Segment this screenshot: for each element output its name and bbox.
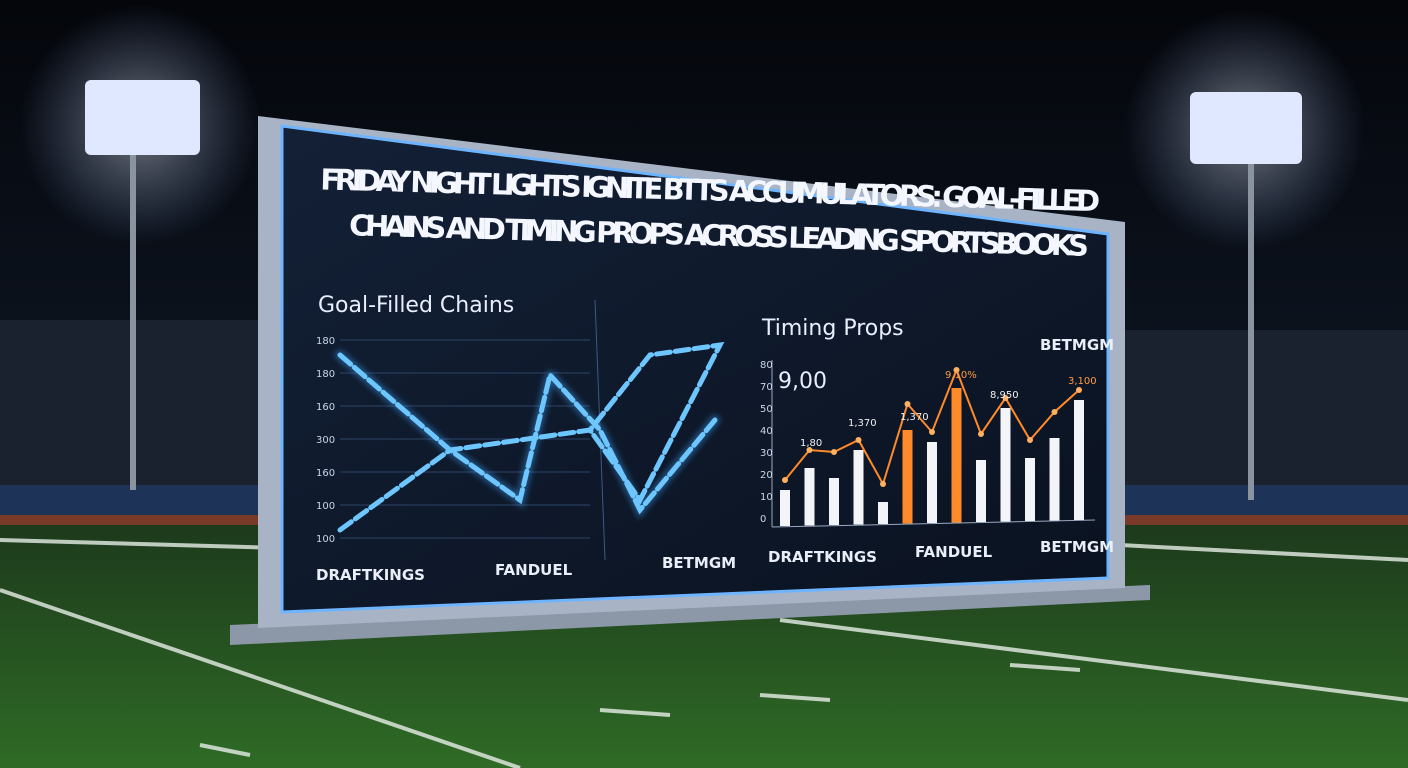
bar <box>1000 408 1011 522</box>
axis-label: 160 <box>316 402 335 413</box>
bar <box>1049 438 1060 521</box>
trend-point <box>880 481 886 487</box>
data-label: 8,950 <box>990 390 1019 401</box>
bar <box>1074 400 1084 520</box>
axis-label: 180 <box>316 369 335 380</box>
trend-point <box>953 367 960 373</box>
axis-label: 10 <box>760 492 773 503</box>
panel-title: Goal-Filled Chains <box>318 293 514 318</box>
data-label: 1,370 <box>900 412 929 423</box>
light-tower-left <box>20 5 260 490</box>
data-label: 1,80 <box>800 438 822 449</box>
axis-label: 100 <box>316 501 335 512</box>
bar <box>1025 458 1035 521</box>
axis-label: 180 <box>316 336 335 347</box>
bar <box>804 468 815 526</box>
trend-point <box>1051 409 1058 415</box>
trend-point <box>806 447 813 453</box>
axis-label: 100 <box>316 534 335 545</box>
axis-label: 40 <box>760 426 773 437</box>
brand: BETMGM <box>1040 336 1114 354</box>
bar <box>780 490 790 526</box>
bar <box>878 502 888 524</box>
data-label: 3,100 <box>1068 376 1097 387</box>
axis <box>771 519 1096 528</box>
data-label: 9,10% <box>945 370 977 381</box>
logo: FANDUEL <box>915 543 993 561</box>
logo: FANDUEL <box>495 561 573 579</box>
trend-point <box>978 431 984 437</box>
bar <box>976 460 986 522</box>
logo: DRAFTKINGS <box>316 566 425 584</box>
light-tower-right <box>1125 10 1365 500</box>
billboard-screen <box>280 124 1110 614</box>
chains <box>335 341 725 533</box>
bar <box>927 442 937 523</box>
axis-label: 70 <box>760 382 773 393</box>
axis-label: 0 <box>760 514 766 525</box>
axis-label: 30 <box>760 448 773 459</box>
bar <box>951 388 962 523</box>
trend-point <box>1076 387 1082 393</box>
axis-label: 300 <box>316 435 335 446</box>
logo: BETMGM <box>662 554 736 572</box>
trend-point <box>831 449 837 455</box>
billboard-base <box>230 585 1150 645</box>
logo: DRAFTKINGS <box>768 548 877 566</box>
panel-title: Timing Props <box>761 316 904 341</box>
data-label: 1,370 <box>848 418 877 429</box>
trend-point <box>782 477 788 483</box>
trend-point <box>855 437 862 443</box>
bar <box>902 430 913 524</box>
trend-point <box>1002 395 1009 401</box>
trend-point <box>929 429 935 435</box>
axis-label: 80 <box>760 360 773 371</box>
field-lines <box>0 538 1408 768</box>
axis-label: 160 <box>316 468 335 479</box>
headline-value: 9,00 <box>778 369 827 394</box>
bar <box>853 450 864 525</box>
bar <box>829 478 839 525</box>
logo: BETMGM <box>1040 538 1114 556</box>
axis-label: 20 <box>760 470 773 481</box>
axis-label: 50 <box>760 404 773 415</box>
trend-point <box>904 401 911 407</box>
trend-point <box>1027 437 1033 443</box>
